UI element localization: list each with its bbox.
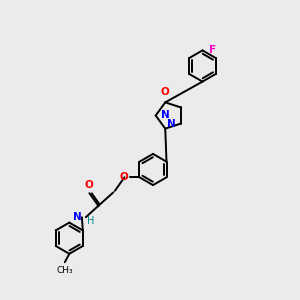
Text: H: H [87, 216, 95, 226]
Text: F: F [209, 45, 216, 56]
Text: O: O [84, 180, 93, 190]
Text: N: N [167, 118, 175, 129]
Text: O: O [161, 87, 170, 97]
Text: CH₃: CH₃ [56, 266, 73, 275]
Text: O: O [120, 172, 128, 182]
Text: N: N [73, 212, 82, 222]
Text: N: N [161, 110, 170, 121]
